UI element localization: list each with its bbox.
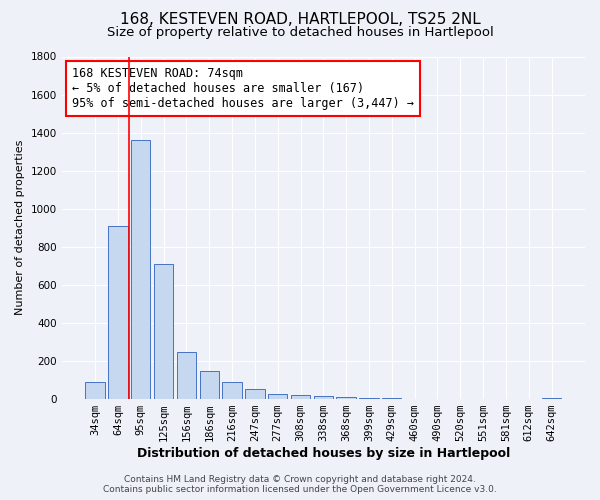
Text: 168 KESTEVEN ROAD: 74sqm
← 5% of detached houses are smaller (167)
95% of semi-d: 168 KESTEVEN ROAD: 74sqm ← 5% of detache…: [72, 67, 414, 110]
Bar: [223, 382, 242, 399]
Bar: [359, 398, 379, 399]
Text: 168, KESTEVEN ROAD, HARTLEPOOL, TS25 2NL: 168, KESTEVEN ROAD, HARTLEPOOL, TS25 2NL: [119, 12, 481, 28]
Bar: [154, 264, 173, 399]
X-axis label: Distribution of detached houses by size in Hartlepool: Distribution of detached houses by size …: [137, 447, 510, 460]
Bar: [382, 398, 401, 399]
Bar: [85, 382, 105, 399]
Text: Size of property relative to detached houses in Hartlepool: Size of property relative to detached ho…: [107, 26, 493, 39]
Bar: [245, 388, 265, 399]
Text: Contains HM Land Registry data © Crown copyright and database right 2024.
Contai: Contains HM Land Registry data © Crown c…: [103, 474, 497, 494]
Y-axis label: Number of detached properties: Number of detached properties: [15, 140, 25, 316]
Bar: [200, 372, 219, 399]
Bar: [314, 396, 333, 399]
Bar: [177, 352, 196, 399]
Bar: [268, 394, 287, 399]
Bar: [108, 226, 128, 399]
Bar: [131, 140, 151, 399]
Bar: [542, 398, 561, 399]
Bar: [337, 397, 356, 399]
Bar: [291, 396, 310, 399]
